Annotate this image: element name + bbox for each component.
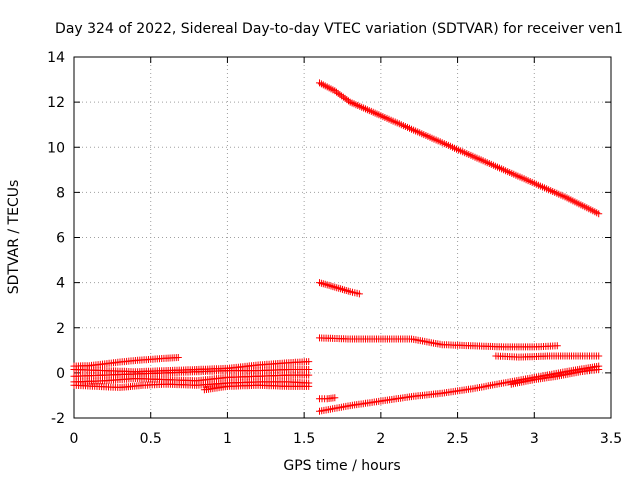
- series-track-7: [316, 79, 603, 218]
- data-points: [70, 79, 603, 415]
- x-tick-label: 1: [223, 431, 232, 447]
- x-tick-label: 2: [376, 431, 385, 447]
- y-tick-label: 10: [47, 140, 65, 156]
- series-track-10: [492, 352, 603, 361]
- data-point: [595, 210, 603, 218]
- data-point: [305, 371, 313, 379]
- series-track-1: [70, 354, 182, 370]
- y-tick-label: 0: [56, 366, 65, 382]
- data-point: [595, 352, 603, 360]
- x-tick-label: 0.5: [140, 431, 162, 447]
- y-tick-label: 8: [56, 185, 65, 201]
- series-track-4: [70, 371, 313, 386]
- y-tick-label: 14: [47, 50, 65, 66]
- data-point: [174, 354, 182, 361]
- data-point: [305, 358, 313, 366]
- x-tick-label: 3: [530, 431, 539, 447]
- x-tick-label: 3.5: [600, 431, 622, 447]
- plot-area-border: [73, 56, 612, 419]
- series-track-13: [316, 394, 339, 403]
- series-track-11: [316, 362, 603, 415]
- data-point: [339, 285, 346, 293]
- grid: [74, 57, 611, 418]
- data-point: [317, 279, 325, 287]
- series-track-12: [507, 366, 603, 388]
- chart-title: Day 324 of 2022, Sidereal Day-to-day VTE…: [55, 21, 623, 37]
- data-point: [337, 285, 345, 293]
- x-tick-label: 0: [70, 431, 79, 447]
- data-point: [305, 382, 313, 390]
- data-point: [553, 342, 561, 350]
- y-tick-label: 6: [56, 231, 65, 247]
- data-point: [316, 279, 323, 287]
- y-tick-label: 2: [56, 321, 65, 337]
- data-point: [595, 366, 603, 373]
- data-point: [355, 290, 363, 298]
- axis-ticks: 0 0.5 1 1.5 2 2.5 3 3.5 -2 0 2 4 6 8 10 12 14: [47, 50, 622, 447]
- data-point: [327, 282, 335, 290]
- x-tick-label: 2.5: [446, 431, 468, 447]
- y-tick-label: 4: [56, 276, 65, 292]
- series-track-8: [316, 279, 363, 298]
- data-point: [331, 394, 339, 402]
- data-point: [331, 283, 339, 291]
- y-tick-label: 12: [47, 95, 65, 111]
- series-track-9: [316, 334, 561, 351]
- series-track-6: [200, 381, 313, 394]
- y-tick-label: -2: [51, 411, 65, 427]
- x-axis-label: GPS time / hours: [283, 458, 400, 474]
- y-axis-label: SDTVAR / TECUs: [6, 180, 22, 295]
- x-tick-label: 1.5: [293, 431, 315, 447]
- data-point: [345, 97, 352, 105]
